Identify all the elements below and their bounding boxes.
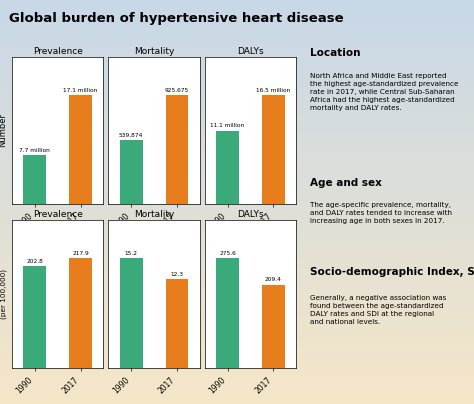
Text: Age and sex: Age and sex bbox=[310, 178, 383, 188]
Title: Prevalence: Prevalence bbox=[33, 210, 82, 219]
Text: 17.1 million: 17.1 million bbox=[64, 88, 98, 93]
Text: Number: Number bbox=[0, 113, 7, 147]
Title: DALYs: DALYs bbox=[237, 210, 264, 219]
Bar bbox=[216, 130, 239, 204]
Bar bbox=[262, 285, 285, 368]
Text: 12.3: 12.3 bbox=[171, 272, 183, 277]
Bar bbox=[69, 259, 92, 368]
Bar bbox=[165, 95, 188, 204]
Bar bbox=[69, 95, 92, 204]
Text: 275.6: 275.6 bbox=[219, 251, 236, 256]
Bar bbox=[23, 155, 46, 204]
Text: 202.8: 202.8 bbox=[27, 259, 43, 264]
Text: 925,675: 925,675 bbox=[165, 88, 189, 93]
Text: Age-standardized rate
(per 100,000): Age-standardized rate (per 100,000) bbox=[0, 254, 7, 334]
Title: Mortality: Mortality bbox=[134, 210, 174, 219]
Bar bbox=[262, 95, 285, 204]
Bar bbox=[216, 259, 239, 368]
Title: Mortality: Mortality bbox=[134, 47, 174, 56]
Text: 7.7 million: 7.7 million bbox=[19, 147, 50, 153]
Text: 11.1 million: 11.1 million bbox=[210, 123, 245, 128]
Text: 209.4: 209.4 bbox=[265, 278, 282, 282]
Text: Global burden of hypertensive heart disease: Global burden of hypertensive heart dise… bbox=[9, 12, 344, 25]
Title: DALYs: DALYs bbox=[237, 47, 264, 56]
Bar bbox=[119, 140, 143, 204]
Text: North Africa and Middle East reported
the highest age-standardized prevalence
ra: North Africa and Middle East reported th… bbox=[310, 73, 459, 111]
Title: Prevalence: Prevalence bbox=[33, 47, 82, 56]
Text: Generally, a negative association was
found between the age-standardized
DALY ra: Generally, a negative association was fo… bbox=[310, 295, 447, 325]
Text: Socio-demographic Index, SDI: Socio-demographic Index, SDI bbox=[310, 267, 474, 277]
Text: 217.9: 217.9 bbox=[72, 251, 89, 256]
Text: Location: Location bbox=[310, 48, 361, 59]
Text: 15.2: 15.2 bbox=[125, 251, 137, 256]
Text: The age-specific prevalence, mortality,
and DALY rates tended to increase with
i: The age-specific prevalence, mortality, … bbox=[310, 202, 453, 224]
Bar bbox=[119, 259, 143, 368]
Text: 16.5 million: 16.5 million bbox=[256, 88, 291, 93]
Bar bbox=[165, 279, 188, 368]
Text: 539,874: 539,874 bbox=[119, 133, 143, 138]
Bar bbox=[23, 266, 46, 368]
